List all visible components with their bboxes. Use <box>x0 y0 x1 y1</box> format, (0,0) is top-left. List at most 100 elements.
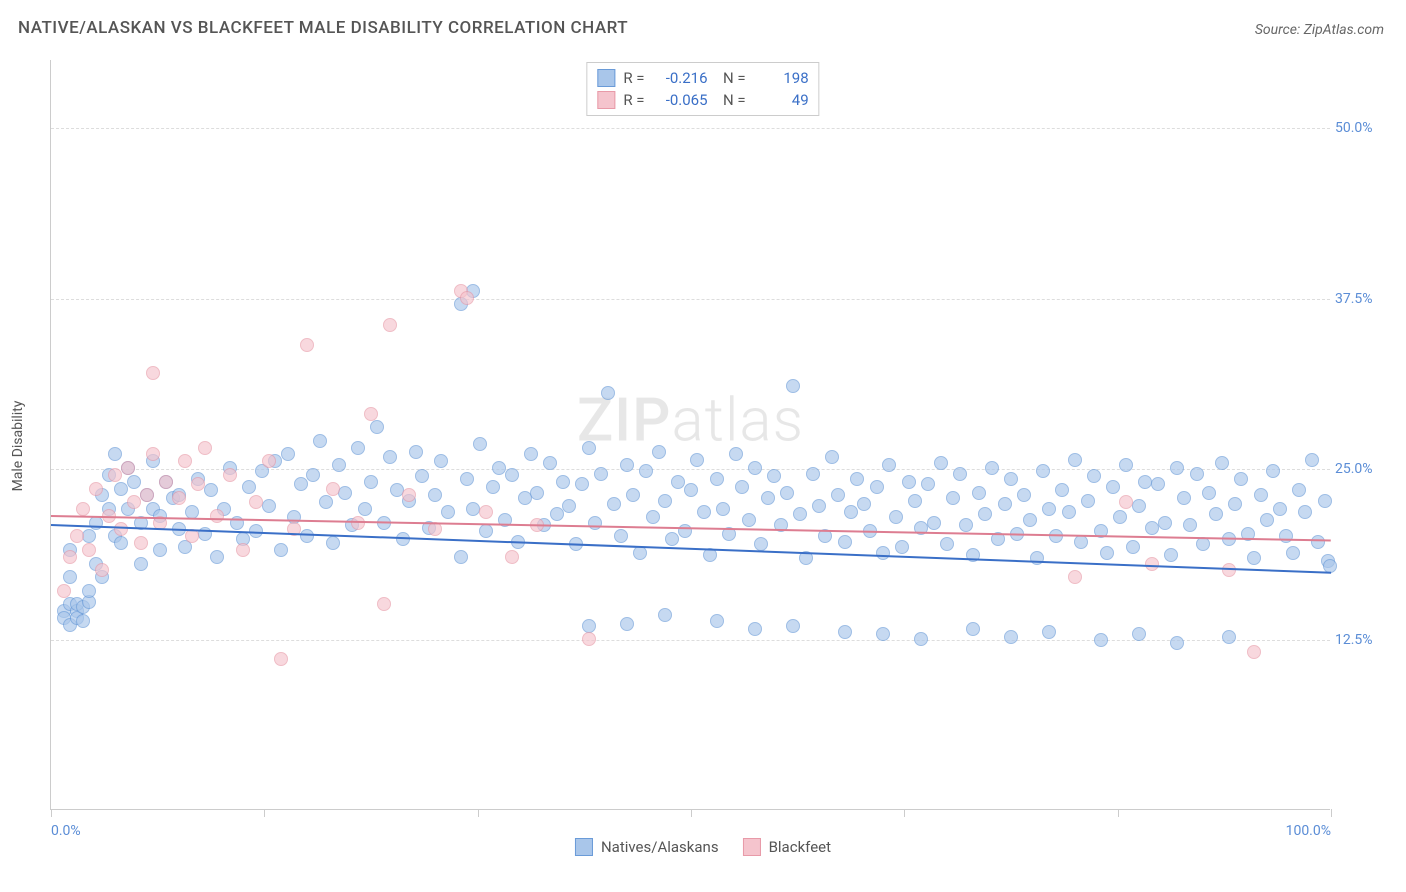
scatter-point <box>1017 488 1031 502</box>
scatter-point <box>614 529 628 543</box>
scatter-point <box>198 441 212 455</box>
scatter-point <box>665 532 679 546</box>
scatter-point <box>76 614 90 628</box>
scatter-point <box>473 437 487 451</box>
scatter-point <box>1042 625 1056 639</box>
scatter-point <box>1138 475 1152 489</box>
scatter-point <box>1273 502 1287 516</box>
watermark-atlas: atlas <box>671 384 804 455</box>
scatter-point <box>1234 472 1248 486</box>
scatter-point <box>601 386 615 400</box>
scatter-point <box>146 447 160 461</box>
scatter-point <box>940 537 954 551</box>
scatter-point <box>428 522 442 536</box>
scatter-point <box>1209 507 1223 521</box>
scatter-point <box>620 458 634 472</box>
xtick <box>478 809 479 817</box>
scatter-point <box>306 468 320 482</box>
scatter-point <box>262 454 276 468</box>
scatter-point <box>998 497 1012 511</box>
scatter-point <box>870 480 884 494</box>
scatter-point <box>710 614 724 628</box>
scatter-point <box>1305 453 1319 467</box>
stat-n-value-blue: 198 <box>754 69 809 87</box>
scatter-point <box>895 540 909 554</box>
scatter-point <box>889 510 903 524</box>
scatter-point <box>690 453 704 467</box>
scatter-point <box>1164 548 1178 562</box>
scatter-point <box>326 482 340 496</box>
scatter-point <box>876 627 890 641</box>
legend-label-blue: Natives/Alaskans <box>601 838 719 856</box>
scatter-point <box>838 535 852 549</box>
scatter-point <box>882 458 896 472</box>
scatter-point <box>985 461 999 475</box>
scatter-point <box>153 543 167 557</box>
scatter-point <box>178 454 192 468</box>
ytick-label: 12.5% <box>1335 632 1390 648</box>
scatter-point <box>1254 488 1268 502</box>
scatter-point <box>172 491 186 505</box>
scatter-point <box>1087 469 1101 483</box>
scatter-point <box>767 469 781 483</box>
scatter-point <box>582 441 596 455</box>
scatter-point <box>1170 636 1184 650</box>
scatter-point <box>831 488 845 502</box>
swatch-pink-icon <box>743 838 761 856</box>
scatter-point <box>658 608 672 622</box>
stat-r-label: R = <box>623 91 644 109</box>
scatter-point <box>1100 546 1114 560</box>
scatter-point <box>95 563 109 577</box>
scatter-point <box>434 454 448 468</box>
scatter-point <box>1279 529 1293 543</box>
scatter-point <box>1068 453 1082 467</box>
scatter-point <box>63 550 77 564</box>
stat-n-value-pink: 49 <box>754 91 809 109</box>
legend-label-pink: Blackfeet <box>769 838 831 856</box>
scatter-point <box>1036 464 1050 478</box>
scatter-point <box>530 486 544 500</box>
scatter-point <box>274 652 288 666</box>
scatter-point <box>82 529 96 543</box>
series-legend: Natives/Alaskans Blackfeet <box>575 838 831 856</box>
scatter-point <box>684 483 698 497</box>
scatter-point <box>620 617 634 631</box>
stat-r-value-pink: -0.065 <box>653 91 708 109</box>
scatter-point <box>146 366 160 380</box>
source-attribution: Source: ZipAtlas.com <box>1255 22 1384 38</box>
correlation-row-blue: R = -0.216 N = 198 <box>597 67 808 89</box>
scatter-point <box>505 468 519 482</box>
scatter-point <box>415 469 429 483</box>
scatter-point <box>486 480 500 494</box>
scatter-point <box>236 543 250 557</box>
scatter-point <box>1228 497 1242 511</box>
xtick <box>904 809 905 817</box>
scatter-point <box>1286 546 1300 560</box>
legend-item-pink: Blackfeet <box>743 838 831 856</box>
plot-area: ZIPatlas 12.5%25.0%37.5%50.0%0.0%100.0% <box>50 60 1330 810</box>
scatter-point <box>825 450 839 464</box>
scatter-point <box>710 472 724 486</box>
scatter-point <box>383 450 397 464</box>
scatter-point <box>454 550 468 564</box>
scatter-point <box>934 456 948 470</box>
stat-n-label: N = <box>716 69 746 87</box>
scatter-point <box>127 495 141 509</box>
y-axis-label: Male Disability <box>10 401 26 492</box>
scatter-point <box>1247 551 1261 565</box>
scatter-point <box>460 472 474 486</box>
scatter-point <box>1247 645 1261 659</box>
scatter-point <box>1055 483 1069 497</box>
scatter-point <box>1145 557 1159 571</box>
scatter-point <box>626 488 640 502</box>
scatter-point <box>1068 570 1082 584</box>
scatter-point <box>1177 491 1191 505</box>
scatter-point <box>946 491 960 505</box>
ytick-label: 50.0% <box>1335 120 1390 136</box>
scatter-point <box>562 499 576 513</box>
chart-title: NATIVE/ALASKAN VS BLACKFEET MALE DISABIL… <box>18 18 628 38</box>
scatter-point <box>1023 513 1037 527</box>
scatter-point <box>428 488 442 502</box>
gridline <box>51 128 1330 129</box>
scatter-point <box>57 584 71 598</box>
